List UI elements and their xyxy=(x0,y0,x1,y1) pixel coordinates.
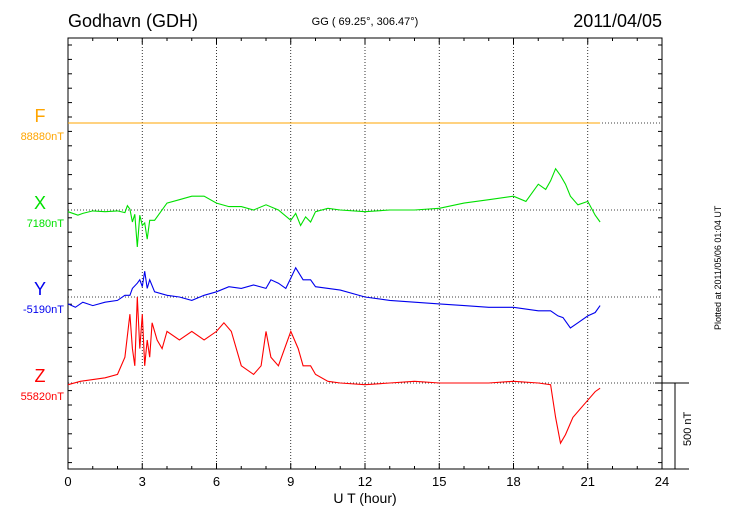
x-tick-label: 9 xyxy=(287,474,294,489)
series-baseline-f: 88880nT xyxy=(20,131,64,143)
series-baseline-y: -5190nT xyxy=(23,304,64,316)
x-tick-label: 0 xyxy=(64,474,71,489)
station-title: Godhavn (GDH) xyxy=(68,11,199,31)
series-name-f: F xyxy=(34,106,46,126)
series-name-y: Y xyxy=(33,279,46,299)
x-tick-label: 12 xyxy=(358,474,372,489)
scale-bar-label: 500 nT xyxy=(682,411,694,446)
x-axis-label: U T (hour) xyxy=(333,490,397,506)
x-tick-label: 15 xyxy=(432,474,446,489)
x-tick-label: 24 xyxy=(655,474,669,489)
x-tick-label: 18 xyxy=(506,474,520,489)
series-line-z xyxy=(67,296,601,445)
series-baseline-z: 55820nT xyxy=(20,391,64,403)
x-tick-label: 3 xyxy=(139,474,146,489)
geographic-coordinates: GG ( 69.25°, 306.47°) xyxy=(311,16,419,28)
x-tick-label: 6 xyxy=(213,474,220,489)
plotted-timestamp-note: Plotted at 2011/05/06 01:04 UT xyxy=(713,205,723,330)
plot-date: 2011/04/05 xyxy=(573,11,662,31)
series-line-y xyxy=(67,266,601,329)
series-baseline-x: 7180nT xyxy=(26,218,64,230)
series-line-x xyxy=(67,167,601,248)
series-name-x: X xyxy=(33,193,46,213)
x-tick-label: 21 xyxy=(581,474,595,489)
series-name-z: Z xyxy=(34,366,46,386)
